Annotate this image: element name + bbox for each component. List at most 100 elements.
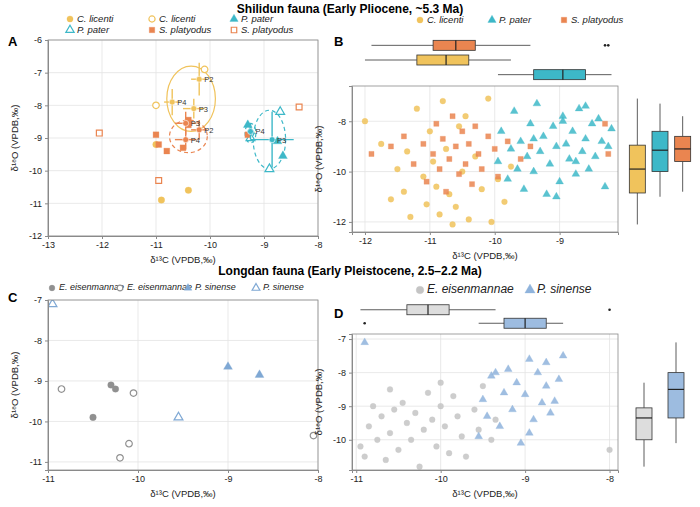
tick: -10 [204,236,217,250]
x-axis-title: δ¹³C (VPDB,‰) [150,488,215,499]
point [453,144,458,149]
panel: B-12-11-10-9-12-10-8δ¹³C (VPDB,‰)δ¹⁸O (V… [313,14,691,261]
point [446,450,452,456]
point [604,142,612,149]
point [453,204,459,210]
panel-label: C [8,290,18,305]
tick: -8 [34,336,48,346]
point [572,157,580,164]
point [528,144,533,149]
whisker [644,383,645,408]
point [456,123,462,129]
point [437,212,443,218]
grid-line [48,461,318,462]
point [575,104,583,111]
grid-line [356,334,357,470]
point [463,454,469,460]
point [153,102,160,109]
group-label: P4 [256,127,265,136]
point [479,167,484,172]
whisker [449,309,495,310]
point [362,454,368,460]
point [130,390,137,397]
plot-frame [352,86,618,232]
point [551,397,559,404]
point [401,189,407,195]
tick: -8 [338,117,352,127]
point [572,170,580,177]
grid-line [352,121,618,122]
group-label: P4 [191,136,200,145]
panel-label: D [334,306,343,321]
tick-label: -8 [34,101,42,111]
box [668,373,684,418]
grid-line [48,340,318,341]
point [578,147,586,154]
tick-mark [495,232,496,235]
tick-mark [318,236,319,239]
point [278,151,287,159]
point [556,177,564,184]
tick-label: -11 [42,474,54,484]
tick: -6 [34,35,48,45]
point [562,139,570,146]
tick: -12 [359,232,372,246]
point [411,161,416,166]
tick: -11 [30,199,48,209]
box [504,318,546,328]
point [585,165,593,172]
whisker [660,104,661,132]
tick: -7 [338,334,352,344]
legend-label: P. pater [77,24,110,35]
point [463,113,469,119]
tick-mark [349,406,352,407]
point [417,464,423,470]
tick: -10 [333,435,352,445]
panel-label: A [8,34,18,49]
tick-mark [45,138,48,139]
whisker [586,74,612,75]
group-label: P2 [204,75,213,84]
legend-marker [117,285,123,291]
legend-marker [230,14,238,21]
point [602,121,607,126]
point [517,439,525,446]
point [582,102,590,109]
point [374,437,380,443]
point [369,151,374,156]
point [404,149,410,155]
grid-line [352,171,618,172]
point [479,186,485,192]
grid-line [352,372,618,373]
point [475,432,483,439]
marks [96,63,302,203]
tick: -12 [29,231,48,241]
tick: -11 [150,236,162,250]
point [400,400,406,406]
point [58,386,65,393]
point [493,417,499,423]
point [540,132,548,139]
tick-label: -8 [338,117,346,127]
grid-line [48,421,318,422]
tick: -8 [34,101,48,111]
legend-marker [149,27,154,32]
point [530,167,538,174]
whisker [479,323,504,324]
point [536,147,544,154]
tick-mark [45,40,48,41]
legend-label: S. platyodus [159,24,212,35]
tick-label: -7 [34,68,42,78]
point [549,122,557,129]
tick: -9 [34,133,48,143]
point [559,117,567,124]
point [255,370,264,378]
tick-mark [45,462,48,463]
tick: -12 [333,217,352,227]
tick: -9 [260,236,268,250]
tick-label: -9 [224,474,232,484]
point [565,155,573,162]
tick-label: -10 [204,240,217,250]
x-axis-title: δ¹³C (VPDB,‰) [452,250,517,261]
point [588,119,596,126]
